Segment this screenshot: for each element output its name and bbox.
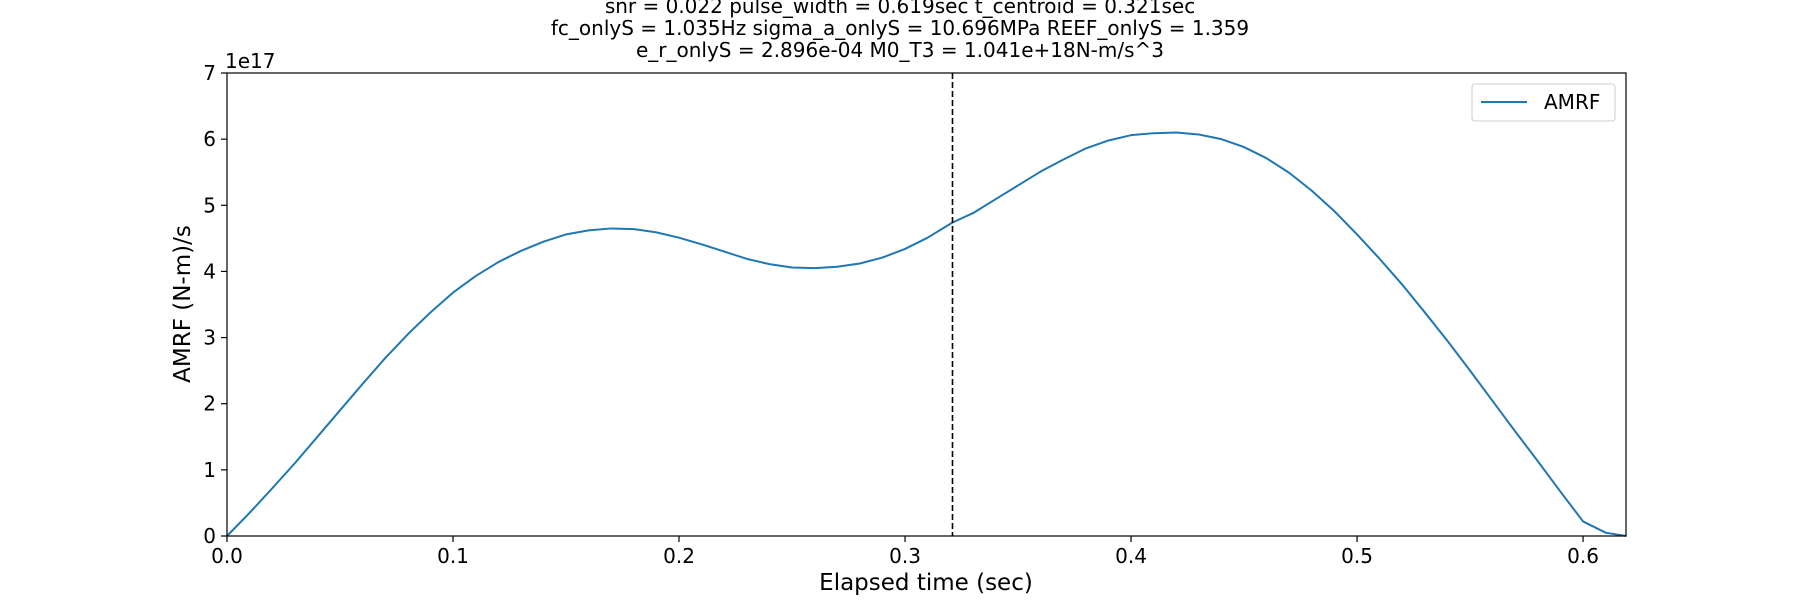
x-tick-label: 0.6 — [1567, 544, 1599, 568]
y-tick-label: 7 — [203, 61, 216, 85]
x-axis: 0.0 0.1 0.2 0.3 0.4 0.5 0.6 — [211, 536, 1599, 568]
y-axis: 0 1 2 3 4 5 6 7 — [203, 61, 227, 548]
chart-title-line-2: fc_onlyS = 1.035Hz sigma_a_onlyS = 10.69… — [550, 16, 1250, 40]
plot-frame — [226, 72, 1627, 537]
y-tick-label: 1 — [203, 458, 216, 482]
x-tick-label: 0.2 — [663, 544, 695, 568]
y-tick-label: 3 — [203, 326, 216, 350]
x-tick-label: 0.3 — [889, 544, 921, 568]
x-tick-label: 0.4 — [1115, 544, 1147, 568]
legend: AMRF — [1471, 83, 1616, 122]
x-axis-label: Elapsed time (sec) — [819, 570, 1033, 596]
y-tick-label: 5 — [203, 193, 216, 217]
y-tick-label: 4 — [203, 259, 216, 283]
y-tick-label: 6 — [203, 127, 216, 151]
x-tick-label: 0.1 — [437, 544, 469, 568]
x-tick-label: 0.0 — [211, 544, 243, 568]
plot-marks — [226, 73, 1627, 537]
y-axis-label: AMRF (N-m)/s — [170, 225, 196, 383]
legend-box — [1471, 83, 1616, 122]
y-tick-label: 0 — [203, 524, 216, 548]
chart-title-line-3: e_r_onlyS = 2.896e-04 M0_T3 = 1.041e+18N… — [635, 38, 1165, 62]
x-tick-label: 0.5 — [1341, 544, 1373, 568]
legend-label: AMRF — [1544, 90, 1600, 114]
series-line-amrf — [226, 131, 1627, 537]
y-offset-label: 1e17 — [225, 49, 275, 73]
y-tick-label: 2 — [203, 392, 216, 416]
chart-title-line-1: snr = 0.022 pulse_width = 0.619sec t_cen… — [604, 0, 1196, 18]
